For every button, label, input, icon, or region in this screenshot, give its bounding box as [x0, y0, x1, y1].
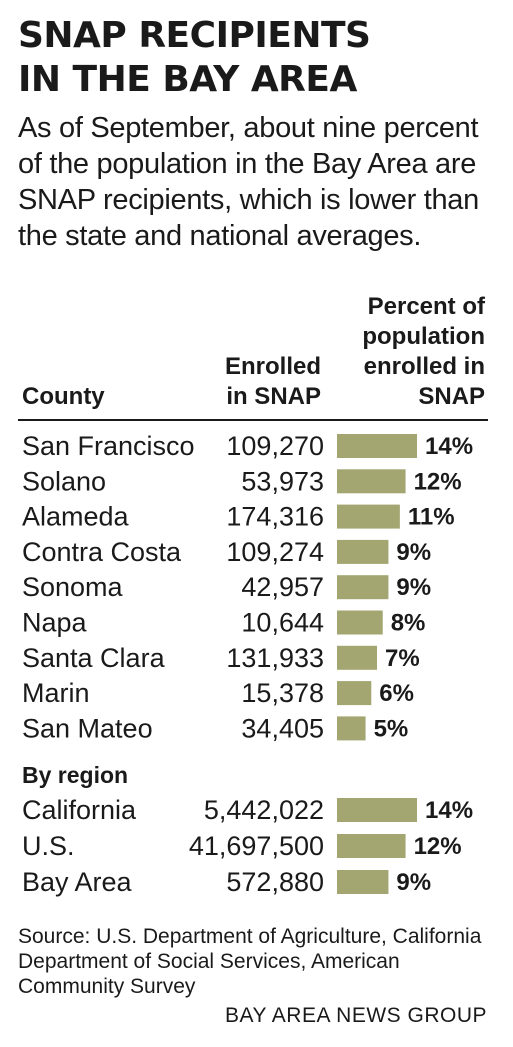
region-name-2: Bay Area	[22, 867, 133, 897]
county-enrolled-3: 109,274	[226, 537, 324, 567]
county-percent-label-0: 14%	[425, 433, 473, 460]
region-bar-2	[337, 870, 389, 894]
county-name-0: San Francisco	[22, 431, 195, 461]
county-bar-6	[337, 645, 377, 670]
county-name-3: Contra Costa	[22, 537, 182, 567]
county-name-7: Marin	[22, 678, 90, 708]
county-enrolled-0: 109,270	[226, 431, 324, 461]
county-enrolled-7: 15,378	[241, 678, 324, 708]
county-bar-7	[337, 681, 372, 706]
region-name-1: U.S.	[22, 831, 75, 861]
region-section-label: By region	[22, 762, 129, 788]
region-bar-1	[337, 834, 406, 858]
county-bar-0	[337, 434, 417, 458]
column-header-county: County	[22, 383, 105, 410]
column-header-percent: Percent of population enrolled in SNAP	[362, 293, 485, 410]
chart-subtitle: As of September, about nine percent of t…	[18, 112, 479, 252]
county-percent-label-5: 8%	[391, 610, 426, 637]
region-percent-label-2: 9%	[396, 869, 431, 896]
column-header-enrolled: Enrolled in SNAP	[224, 353, 321, 410]
county-name-2: Alameda	[22, 502, 130, 532]
county-enrolled-4: 42,957	[241, 572, 324, 602]
county-bar-2	[337, 504, 400, 529]
county-percent-label-1: 12%	[414, 468, 462, 495]
region-enrolled-2: 572,880	[226, 867, 324, 897]
region-percent-label-1: 12%	[414, 833, 462, 860]
county-percent-label-6: 7%	[385, 645, 420, 672]
county-enrolled-8: 34,405	[241, 713, 324, 743]
county-name-5: Napa	[22, 608, 88, 638]
county-bar-3	[337, 539, 389, 564]
source-note: Source: U.S. Department of Agriculture, …	[18, 925, 482, 998]
header-divider	[18, 419, 488, 421]
county-enrolled-2: 174,316	[226, 502, 324, 532]
county-percent-label-3: 9%	[396, 539, 431, 566]
region-name-0: California	[22, 795, 137, 825]
county-bar-4	[337, 575, 389, 600]
county-name-1: Solano	[22, 466, 106, 496]
county-percent-label-7: 6%	[379, 680, 414, 707]
credit-line: BAY AREA NEWS GROUP	[225, 1004, 487, 1027]
county-bar-1	[337, 469, 406, 494]
county-name-6: Santa Clara	[22, 643, 166, 673]
region-bar-0	[337, 798, 417, 822]
county-percent-label-4: 9%	[396, 574, 431, 601]
county-percent-label-2: 11%	[408, 504, 455, 531]
region-enrolled-1: 41,697,500	[189, 831, 324, 861]
county-name-8: San Mateo	[22, 713, 153, 743]
county-name-4: Sonoma	[22, 572, 124, 602]
county-enrolled-6: 131,933	[226, 643, 324, 673]
region-percent-label-0: 14%	[425, 797, 473, 824]
county-enrolled-1: 53,973	[241, 466, 324, 496]
county-bar-5	[337, 610, 383, 635]
county-bar-8	[337, 716, 366, 741]
region-enrolled-0: 5,442,022	[204, 795, 324, 825]
county-enrolled-5: 10,644	[241, 608, 324, 638]
chart-title: SNAP RECIPIENTS IN THE BAY AREA	[18, 15, 371, 100]
county-percent-label-8: 5%	[374, 715, 409, 742]
